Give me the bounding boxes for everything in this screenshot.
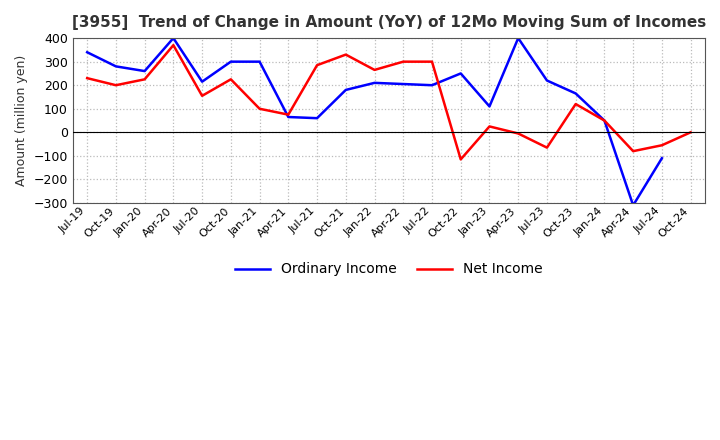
Net Income bbox=[256, 106, 264, 111]
Net Income bbox=[399, 59, 408, 64]
Ordinary Income bbox=[284, 114, 292, 120]
Ordinary Income bbox=[140, 69, 149, 74]
Y-axis label: Amount (million yen): Amount (million yen) bbox=[15, 55, 28, 186]
Net Income bbox=[140, 77, 149, 82]
Ordinary Income bbox=[83, 50, 91, 55]
Ordinary Income bbox=[428, 83, 436, 88]
Ordinary Income bbox=[198, 79, 207, 84]
Net Income bbox=[572, 101, 580, 106]
Ordinary Income bbox=[514, 36, 523, 41]
Legend: Ordinary Income, Net Income: Ordinary Income, Net Income bbox=[230, 257, 549, 282]
Ordinary Income bbox=[112, 64, 120, 69]
Ordinary Income bbox=[312, 116, 321, 121]
Net Income bbox=[657, 143, 666, 148]
Net Income bbox=[312, 62, 321, 68]
Ordinary Income bbox=[370, 80, 379, 85]
Ordinary Income bbox=[399, 81, 408, 87]
Net Income bbox=[514, 131, 523, 136]
Net Income bbox=[629, 149, 637, 154]
Net Income bbox=[83, 76, 91, 81]
Ordinary Income bbox=[485, 104, 494, 109]
Ordinary Income bbox=[657, 156, 666, 161]
Ordinary Income bbox=[629, 203, 637, 208]
Title: [3955]  Trend of Change in Amount (YoY) of 12Mo Moving Sum of Incomes: [3955] Trend of Change in Amount (YoY) o… bbox=[72, 15, 706, 30]
Net Income bbox=[112, 83, 120, 88]
Net Income bbox=[370, 67, 379, 73]
Net Income bbox=[428, 59, 436, 64]
Ordinary Income bbox=[169, 36, 178, 41]
Net Income bbox=[543, 145, 552, 150]
Ordinary Income bbox=[456, 71, 465, 76]
Net Income bbox=[485, 124, 494, 129]
Net Income bbox=[284, 112, 292, 117]
Net Income bbox=[456, 157, 465, 162]
Net Income bbox=[227, 77, 235, 82]
Net Income bbox=[600, 118, 608, 123]
Ordinary Income bbox=[600, 118, 608, 123]
Net Income bbox=[341, 52, 350, 57]
Net Income bbox=[169, 43, 178, 48]
Ordinary Income bbox=[572, 91, 580, 96]
Ordinary Income bbox=[341, 87, 350, 92]
Net Income bbox=[686, 130, 695, 135]
Ordinary Income bbox=[543, 78, 552, 83]
Line: Net Income: Net Income bbox=[87, 45, 690, 159]
Net Income bbox=[198, 93, 207, 99]
Line: Ordinary Income: Ordinary Income bbox=[87, 38, 662, 205]
Ordinary Income bbox=[227, 59, 235, 64]
Ordinary Income bbox=[256, 59, 264, 64]
